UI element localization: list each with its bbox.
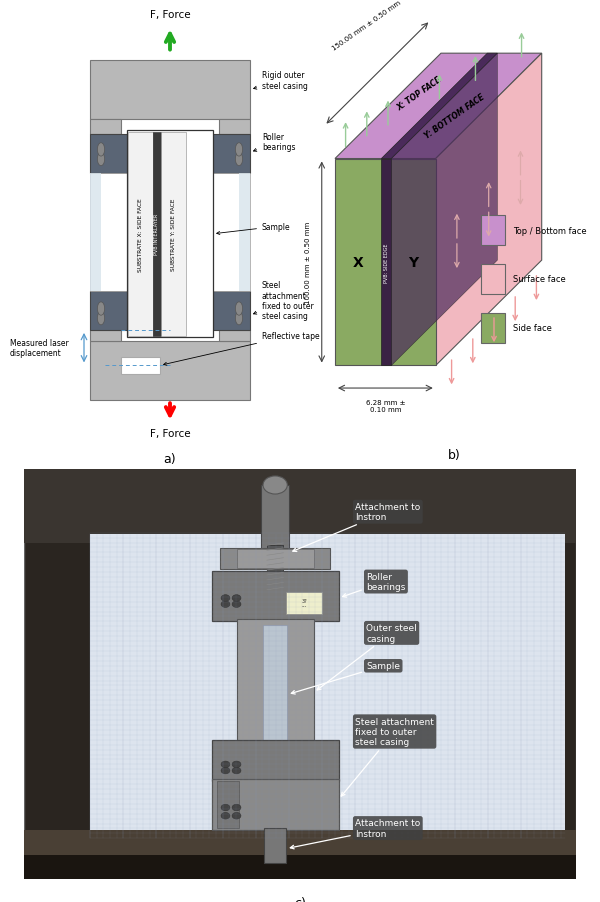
Text: X: X [353,255,364,270]
FancyBboxPatch shape [121,357,160,374]
Text: PVB: SIDE EDGE: PVB: SIDE EDGE [384,243,389,282]
Circle shape [232,595,241,602]
FancyBboxPatch shape [212,779,338,830]
Circle shape [221,761,230,768]
Circle shape [235,153,242,167]
FancyBboxPatch shape [90,60,250,120]
FancyBboxPatch shape [262,485,289,551]
Text: Roller
bearings: Roller bearings [253,133,296,152]
Polygon shape [382,54,497,160]
FancyBboxPatch shape [236,549,314,569]
FancyBboxPatch shape [90,292,250,331]
FancyBboxPatch shape [264,619,286,769]
FancyBboxPatch shape [217,781,239,828]
Circle shape [221,768,230,774]
Text: F, Force: F, Force [149,428,190,438]
Text: Attachment to
Instron: Attachment to Instron [290,818,421,849]
Circle shape [221,602,230,608]
Circle shape [97,302,104,316]
Text: Sample: Sample [217,223,290,235]
FancyBboxPatch shape [90,173,101,292]
Text: 3?
---: 3? --- [302,598,307,609]
Circle shape [232,602,241,608]
Text: Top / Bottom face: Top / Bottom face [512,226,586,235]
Text: 150.00 mm ± 0.50 mm: 150.00 mm ± 0.50 mm [331,0,402,51]
FancyBboxPatch shape [481,216,505,245]
Text: Attachment to
Instron: Attachment to Instron [293,502,421,552]
Text: a): a) [164,453,176,465]
Circle shape [97,312,104,326]
FancyBboxPatch shape [24,469,576,543]
FancyBboxPatch shape [236,619,314,769]
Text: SUBSTRATE Y: SIDE FACE: SUBSTRATE Y: SIDE FACE [171,198,176,271]
Text: Surface face: Surface face [512,275,565,284]
Text: c): c) [294,896,306,902]
FancyBboxPatch shape [481,264,505,295]
FancyBboxPatch shape [90,535,565,839]
Circle shape [263,476,287,494]
Text: Measured laser
displacement: Measured laser displacement [10,338,69,358]
Circle shape [97,153,104,167]
Polygon shape [391,54,497,366]
Text: 100.00 mm ± 0.50 mm: 100.00 mm ± 0.50 mm [305,222,311,304]
Text: Side face: Side face [512,324,551,333]
Text: PVB INTERLAYER: PVB INTERLAYER [155,214,160,255]
Circle shape [221,805,230,811]
FancyBboxPatch shape [220,548,331,569]
FancyBboxPatch shape [90,120,121,134]
Text: 6.28 mm ±
0.10 mm: 6.28 mm ± 0.10 mm [365,400,405,413]
Polygon shape [335,160,436,366]
FancyBboxPatch shape [161,133,186,336]
FancyBboxPatch shape [127,131,213,338]
Text: Y: BOTTOM FACE: Y: BOTTOM FACE [422,92,486,140]
Polygon shape [436,54,542,366]
Text: Y: Y [409,255,419,270]
Circle shape [232,768,241,774]
FancyBboxPatch shape [90,331,121,342]
FancyBboxPatch shape [219,120,250,134]
FancyBboxPatch shape [267,545,283,592]
Circle shape [235,143,242,157]
FancyBboxPatch shape [212,572,338,621]
Circle shape [232,813,241,819]
Polygon shape [382,160,391,366]
FancyBboxPatch shape [212,740,338,781]
Text: Rigid outer
steel casing: Rigid outer steel casing [254,71,308,91]
Circle shape [232,761,241,768]
Circle shape [232,805,241,811]
FancyBboxPatch shape [264,828,286,863]
FancyBboxPatch shape [263,625,287,765]
Circle shape [221,595,230,602]
FancyBboxPatch shape [481,314,505,344]
FancyBboxPatch shape [24,830,576,855]
Circle shape [221,813,230,819]
Text: SUBSTRATE X: SIDE FACE: SUBSTRATE X: SIDE FACE [138,198,143,272]
Text: Roller
bearings: Roller bearings [343,572,406,597]
Text: Outer steel
casing: Outer steel casing [317,623,417,690]
Text: Steel attachment
fixed to outer
steel casing: Steel attachment fixed to outer steel ca… [341,717,434,796]
Text: Reflective tape: Reflective tape [164,332,320,366]
FancyBboxPatch shape [219,331,250,342]
Text: b): b) [448,448,461,462]
FancyBboxPatch shape [286,592,322,615]
Text: F, Force: F, Force [149,10,190,20]
Circle shape [235,302,242,316]
Text: Steel
attachment
fixed to outer
steel casing: Steel attachment fixed to outer steel ca… [253,281,314,321]
FancyBboxPatch shape [90,342,250,400]
Polygon shape [335,54,542,160]
Text: X: TOP FACE: X: TOP FACE [396,75,444,112]
Circle shape [97,143,104,157]
Circle shape [235,312,242,326]
FancyBboxPatch shape [90,173,250,292]
FancyBboxPatch shape [24,469,576,879]
FancyBboxPatch shape [128,133,153,336]
FancyBboxPatch shape [24,839,576,879]
FancyBboxPatch shape [153,133,161,336]
FancyBboxPatch shape [239,173,250,292]
Text: Sample: Sample [292,661,400,695]
FancyBboxPatch shape [90,134,250,173]
